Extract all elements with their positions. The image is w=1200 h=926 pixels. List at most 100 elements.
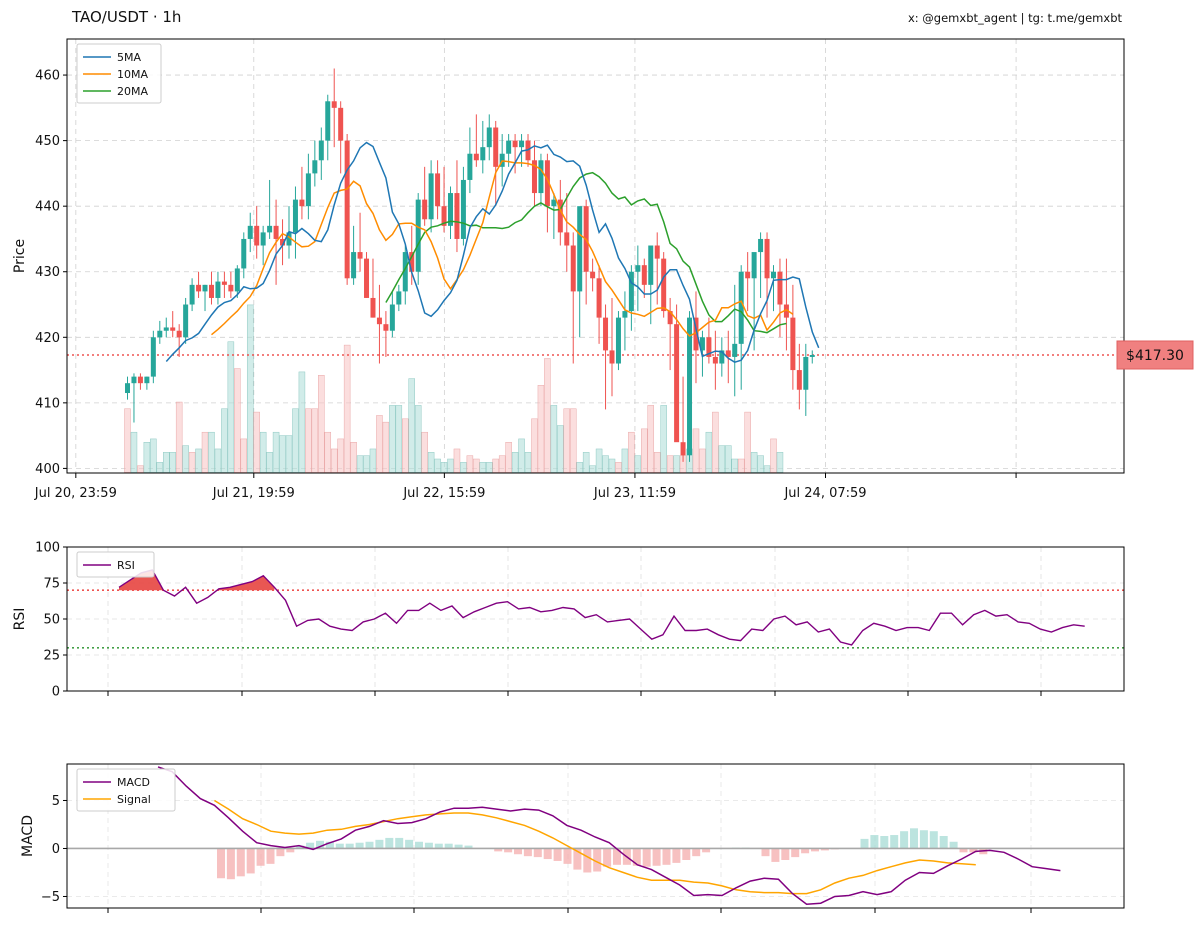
macd-histogram-bar [969, 848, 978, 853]
candle-body [234, 268, 240, 292]
price-xtick-label: Jul 24, 07:59 [783, 486, 866, 501]
volume-bar [234, 368, 241, 473]
candle-body [196, 284, 202, 292]
candle-body [486, 127, 492, 148]
volume-bar [395, 405, 403, 473]
legend-label-10ma: 10MA [117, 68, 148, 81]
candle-body [557, 199, 563, 233]
macd-histogram-bar [266, 848, 275, 864]
candle-body [667, 311, 673, 325]
volume-bar [589, 465, 596, 473]
volume-bar [330, 448, 338, 473]
candle-body [661, 258, 667, 312]
candle-body [215, 281, 221, 298]
candle-body [280, 238, 286, 246]
candle-body [615, 317, 621, 364]
candle-body [170, 327, 176, 331]
volume-bar [408, 378, 415, 473]
candle-body [454, 193, 460, 239]
candle-body [357, 252, 363, 259]
last-price-tag-label: $417.30 [1126, 348, 1184, 364]
volume-bar [621, 448, 629, 473]
volume-bar [305, 408, 312, 473]
macd-histogram-bar [652, 848, 661, 866]
volume-bar [518, 438, 525, 473]
volume-bar [628, 431, 635, 473]
macd-histogram-bar [682, 848, 691, 860]
volume-bar [712, 411, 719, 473]
candle-body [415, 199, 421, 272]
candle-body [764, 238, 770, 279]
volume-bar [337, 438, 344, 473]
macd-histogram-bar [919, 830, 928, 849]
volume-bar [563, 408, 571, 473]
rsi-ytick-label: 50 [43, 613, 60, 628]
candle-body [137, 376, 143, 384]
candle-body [719, 350, 725, 364]
macd-histogram-bar [910, 828, 918, 849]
macd-histogram-bar [256, 848, 265, 866]
candle-body [389, 304, 395, 331]
candle-body [622, 311, 628, 318]
macd-histogram-bar [811, 848, 819, 852]
candle-body [771, 271, 776, 279]
candle-body [538, 160, 544, 194]
candle-body [163, 327, 169, 331]
candle-body [680, 442, 686, 456]
candle-body [131, 376, 137, 384]
volume-bar [673, 455, 680, 473]
legend-label-20ma: 20MA [117, 85, 148, 98]
candle-body [725, 350, 731, 357]
macd-histogram-bar [543, 848, 552, 860]
macd-histogram-bar [385, 837, 394, 849]
volume-bar [427, 452, 435, 473]
candle-body [473, 153, 479, 161]
volume-bar [641, 428, 648, 473]
candle-body [803, 356, 809, 390]
volume-bar [350, 442, 357, 473]
volume-bar [169, 452, 176, 473]
candle-body [603, 317, 609, 351]
macd-histogram-bar [286, 848, 295, 853]
candle-body [150, 337, 156, 377]
volume-bar [666, 455, 674, 473]
volume-bar [699, 448, 706, 473]
candle-body [506, 140, 512, 154]
candle-body [396, 291, 402, 305]
candle-body [699, 337, 705, 351]
macd-histogram-bar [860, 838, 869, 849]
candle-body [202, 284, 208, 292]
price-xtick-label: Jul 22, 15:59 [402, 486, 485, 501]
legend-label-signal: Signal [117, 793, 151, 806]
rsi-ytick-label: 75 [43, 577, 60, 592]
rsi-line [118, 569, 1085, 646]
volume-bar [279, 435, 286, 473]
candle-body [493, 127, 499, 167]
candle-body [460, 179, 466, 239]
candle-body [344, 140, 350, 279]
volume-bar [130, 431, 138, 473]
price-ytick-label: 420 [35, 331, 60, 346]
candle-body [519, 140, 525, 148]
candle-body [809, 354, 815, 357]
candle-body [596, 278, 602, 318]
volume-bar [163, 452, 170, 473]
rsi-ytick-label: 0 [52, 685, 60, 700]
candle-body [370, 297, 376, 318]
macd-histogram-bar [563, 848, 572, 864]
candle-body [260, 232, 266, 246]
candle-body [176, 330, 182, 338]
candle-body [144, 376, 150, 384]
candle-body [654, 245, 660, 259]
macd-line [157, 766, 1061, 905]
candle-body [693, 317, 699, 351]
candle-body [570, 245, 576, 292]
volume-bar [298, 371, 306, 473]
volume-bar [356, 455, 364, 473]
volume-bar [259, 431, 267, 473]
volume-bar [557, 425, 564, 473]
volume-bar [718, 445, 726, 473]
candle-body [551, 199, 557, 207]
volume-bar [182, 445, 189, 473]
